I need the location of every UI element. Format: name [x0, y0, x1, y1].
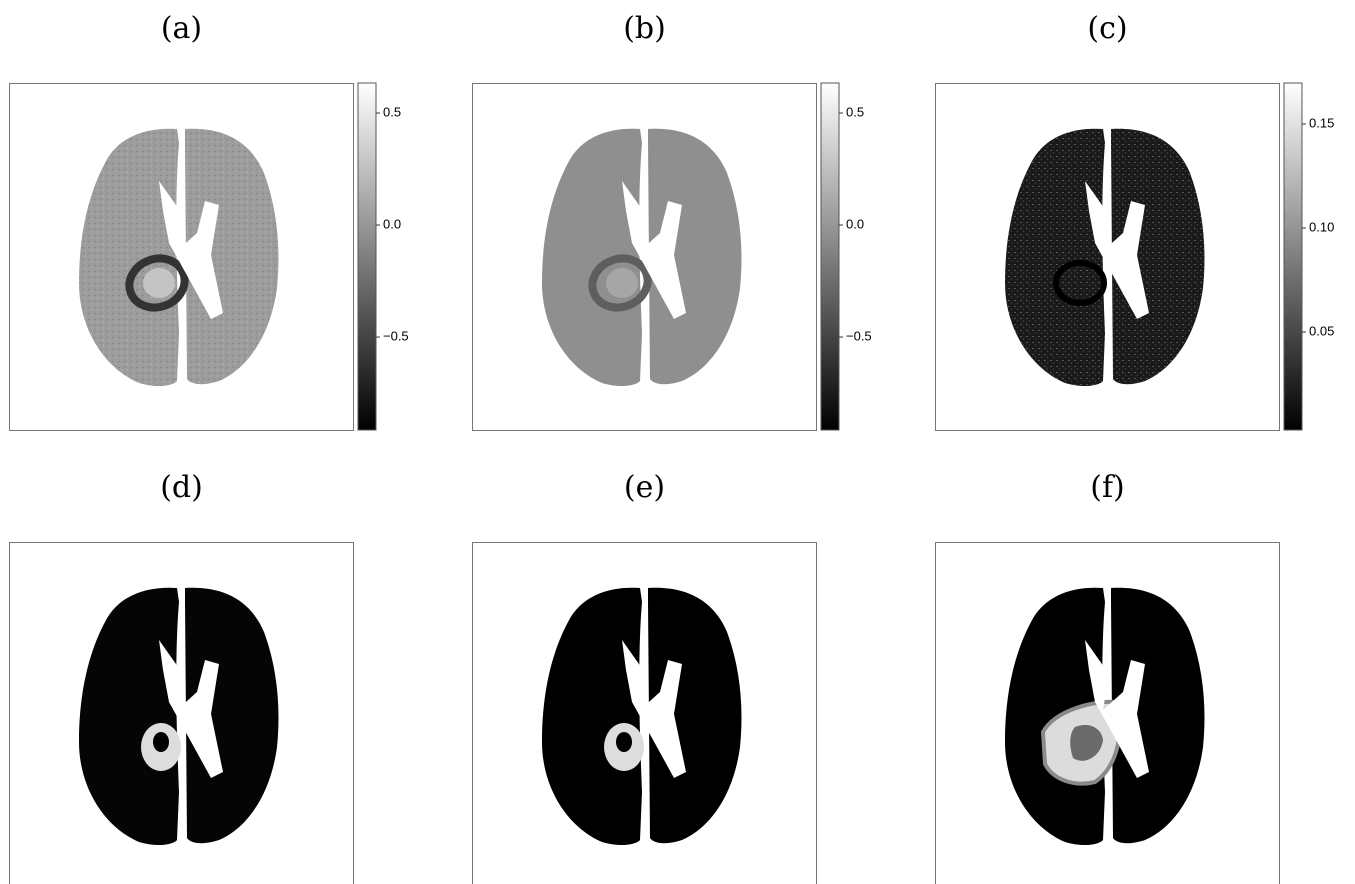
panel-label: (b) — [623, 11, 666, 46]
panel-label: (a) — [161, 11, 202, 46]
panel-label: (d) — [160, 470, 203, 505]
panel — [10, 543, 354, 884]
colorbar-tick-label: 0.0 — [846, 216, 864, 231]
figure: 0.5 0.0 −0.5 (a) 0.5 0.0 −0.5 (b) 0.15 0.10 0.05 (c… — [0, 0, 1355, 884]
colorbar-tick-label: 0.5 — [846, 104, 864, 119]
colorbar — [358, 83, 376, 430]
panel-label: (f) — [1090, 470, 1125, 505]
colorbar-tick-label: 0.15 — [1309, 115, 1334, 130]
colorbar-tick-label: 0.5 — [383, 104, 401, 119]
panel: 0.15 0.10 0.05 — [936, 83, 1335, 431]
lesion — [153, 732, 169, 752]
panel-label: (e) — [624, 470, 665, 505]
panel: 0.5 0.0 −0.5 — [473, 83, 872, 431]
lesion — [616, 732, 632, 752]
panel — [473, 543, 817, 884]
colorbar-tick-label: 0.05 — [1309, 323, 1334, 338]
panel: 0.5 0.0 −0.5 — [10, 83, 409, 431]
lesion — [606, 268, 638, 298]
colorbar-tick-label: −0.5 — [846, 328, 872, 343]
colorbar — [1284, 83, 1302, 430]
panel-label: (c) — [1087, 11, 1127, 46]
lesion — [143, 268, 175, 298]
panel — [936, 543, 1280, 884]
colorbar-tick-label: −0.5 — [383, 328, 409, 343]
colorbar-tick-label: 0.10 — [1309, 219, 1334, 234]
colorbar-tick-label: 0.0 — [383, 216, 401, 231]
colorbar — [821, 83, 839, 430]
